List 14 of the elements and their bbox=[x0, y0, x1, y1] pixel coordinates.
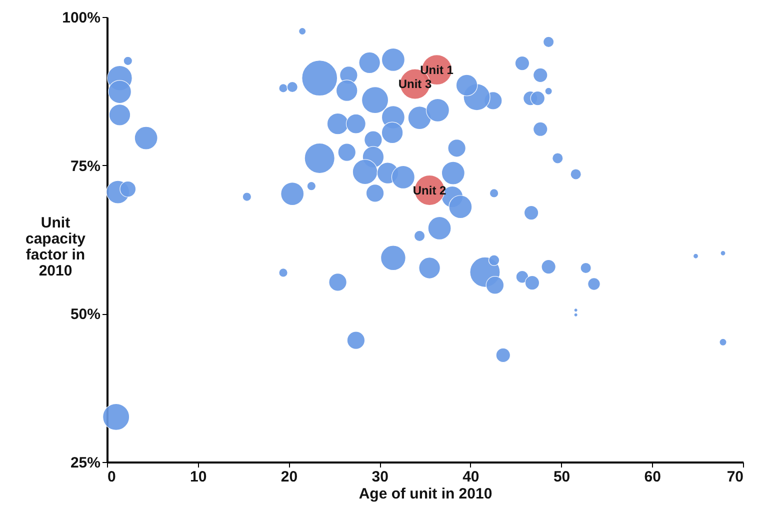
y-axis-title: Unit capacity factor in 2010 bbox=[25, 214, 86, 280]
x-axis-title: Age of unit in 2010 bbox=[358, 486, 492, 502]
y-tick-label: 25% bbox=[70, 454, 100, 472]
x-tick-label: 40 bbox=[462, 468, 480, 486]
x-tick-label: 60 bbox=[644, 468, 661, 486]
y-tick-label: 50% bbox=[70, 306, 100, 324]
x-tick-label: 0 bbox=[108, 468, 116, 486]
x-tick-label: 10 bbox=[190, 468, 207, 486]
x-tick-label: 70 bbox=[726, 468, 744, 486]
x-tick-label: 30 bbox=[372, 468, 388, 486]
y-tick-label: 100% bbox=[62, 10, 100, 26]
x-tick-label: 20 bbox=[280, 468, 298, 486]
x-tick-label: 50 bbox=[553, 468, 570, 486]
y-tick-label: 75% bbox=[70, 158, 100, 175]
